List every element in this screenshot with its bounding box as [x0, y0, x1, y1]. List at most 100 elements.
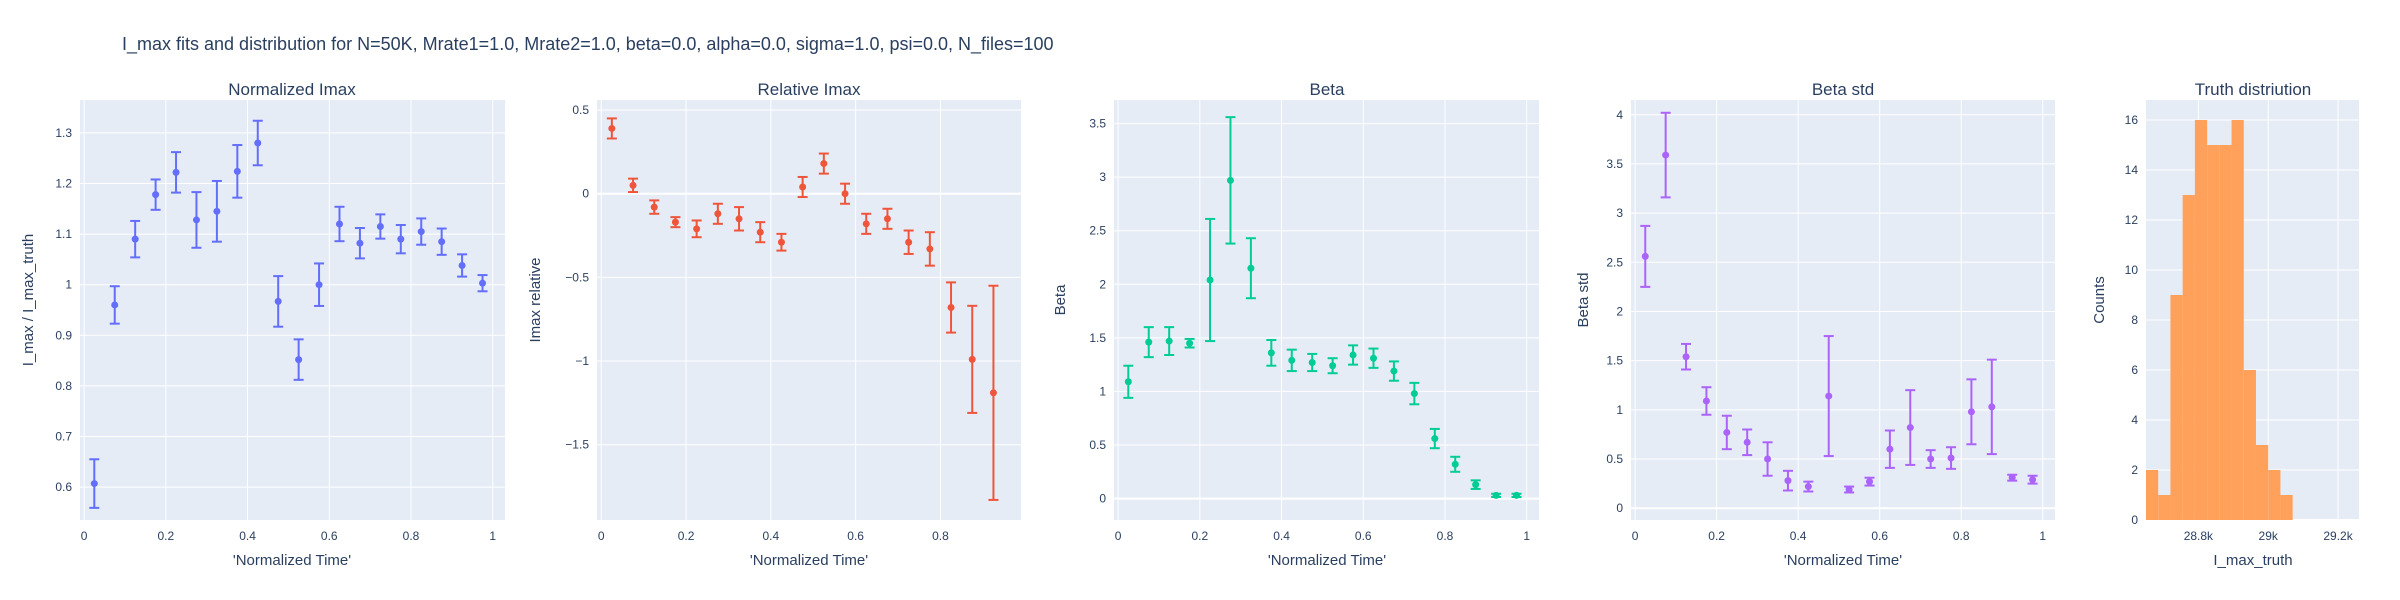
y-tick-label: 3: [1099, 170, 1106, 184]
y-axis-label: I_max / I_max_truth: [20, 234, 37, 367]
data-point: [1431, 435, 1439, 443]
y-tick-label: 1.5: [1089, 331, 1106, 345]
x-tick-label: 0.6: [1355, 529, 1372, 543]
histogram-bar: [2146, 470, 2159, 520]
x-tick-label: 0.8: [403, 529, 420, 543]
y-axis-label: Imax relative: [527, 257, 544, 342]
y-tick-label: 3.5: [1606, 157, 1623, 171]
data-point: [1845, 486, 1853, 494]
data-point: [376, 223, 384, 231]
data-point: [1349, 351, 1357, 359]
y-tick-label: −0.5: [565, 270, 589, 284]
data-point: [1267, 349, 1275, 357]
histogram-bar: [2268, 470, 2281, 520]
x-tick-label: 29.2k: [2323, 529, 2353, 543]
x-tick-label: 0.4: [762, 529, 779, 543]
data-point: [629, 181, 637, 189]
x-tick-label: 0.2: [1191, 529, 1208, 543]
plot-area-2: 0 0.2 0.4 0.6 0.8 −1.5 −1 −0.5 0 0.5: [565, 100, 1021, 543]
y-tick-label: 2: [1099, 277, 1106, 291]
data-point: [1804, 483, 1812, 491]
data-point: [820, 160, 828, 168]
x-tick-label: 0.2: [678, 529, 695, 543]
histogram-bar: [2231, 120, 2244, 520]
x-axis-label: I_max_truth: [2213, 552, 2292, 569]
plot-background: [80, 100, 505, 520]
data-point: [1206, 276, 1214, 284]
y-tick-label: 16: [2125, 113, 2139, 127]
data-point: [1329, 362, 1337, 370]
data-point: [90, 480, 98, 488]
data-point: [862, 220, 870, 228]
data-point: [905, 238, 913, 246]
data-point: [841, 190, 849, 198]
x-tick-label: 0.4: [239, 529, 256, 543]
x-tick-label: 1: [1523, 529, 1530, 543]
y-axis-label: Counts: [2091, 276, 2108, 324]
subplot-title: Normalized Imax: [228, 80, 356, 99]
subplot-relative-imax: Relative Imax 'Normalized Time' Imax rel…: [527, 80, 868, 569]
y-tick-label: 1.1: [55, 227, 72, 241]
figure-title: I_max fits and distribution for N=50K, M…: [122, 34, 1054, 55]
data-point: [274, 297, 282, 305]
histogram-bar: [2194, 120, 2208, 520]
data-point: [111, 301, 119, 309]
data-point: [1784, 477, 1792, 485]
data-point: [192, 216, 200, 224]
data-point: [650, 203, 658, 211]
y-tick-label: 0: [2131, 513, 2138, 527]
y-tick-label: −1.5: [565, 438, 589, 452]
data-point: [1513, 491, 1521, 499]
y-tick-label: 2: [2131, 463, 2138, 477]
data-point: [1165, 337, 1173, 345]
data-point: [1702, 397, 1710, 405]
x-tick-label: 0.2: [157, 529, 174, 543]
y-tick-label: −1: [575, 354, 589, 368]
data-point: [172, 168, 180, 176]
y-axis-label: Beta: [1052, 284, 1069, 316]
subplot-title: Relative Imax: [758, 80, 861, 99]
y-tick-label: 12: [2125, 213, 2139, 227]
histogram-bar: [2280, 495, 2293, 520]
data-point: [315, 281, 323, 289]
y-tick-label: 0.6: [55, 480, 72, 494]
x-axis-label: 'Normalized Time': [1268, 552, 1386, 569]
x-axis-label: 'Normalized Time': [1784, 552, 1902, 569]
histogram-bar: [2182, 195, 2195, 520]
histogram-bar: [2219, 145, 2232, 520]
y-tick-label: 8: [2131, 313, 2138, 327]
x-tick-label: 0.6: [1871, 529, 1888, 543]
y-tick-label: 0.5: [1606, 452, 1623, 466]
subplot-beta-std: Beta std 'Normalized Time' Beta std: [1575, 80, 1902, 569]
data-point: [1641, 252, 1649, 260]
data-point: [1906, 424, 1914, 432]
data-point: [1947, 454, 1955, 462]
subplot-title: Beta: [1310, 80, 1346, 99]
y-tick-label: 4: [1616, 108, 1623, 122]
y-tick-label: 1: [1099, 384, 1106, 398]
y-tick-label: 1.5: [1606, 354, 1623, 368]
x-tick-label: 0.2: [1708, 529, 1725, 543]
x-axis-label: 'Normalized Time': [233, 552, 351, 569]
data-point: [1682, 353, 1690, 361]
data-point: [1886, 445, 1894, 453]
y-axis-label: Beta std: [1575, 272, 1592, 327]
data-point: [1308, 359, 1316, 366]
data-point: [356, 239, 364, 247]
data-point: [479, 279, 487, 287]
data-point: [735, 215, 743, 223]
data-point: [1866, 478, 1873, 486]
plot-area-4: 0 0.2 0.4 0.6 0.8 1 0 0.5 1 1.5 2 2.5 3 3.5 4: [1606, 100, 2055, 543]
data-point: [926, 245, 934, 253]
y-tick-label: 2.5: [1606, 255, 1623, 269]
histogram-bar: [2170, 295, 2183, 520]
plot-background: [1631, 100, 2055, 520]
data-point: [714, 210, 722, 218]
y-tick-label: 1.2: [55, 176, 72, 190]
x-tick-label: 0: [1115, 529, 1122, 543]
y-tick-label: 2.5: [1089, 224, 1106, 238]
data-point: [608, 124, 616, 132]
data-point: [989, 389, 997, 397]
data-point: [213, 207, 221, 215]
y-tick-label: 1.3: [55, 126, 72, 140]
